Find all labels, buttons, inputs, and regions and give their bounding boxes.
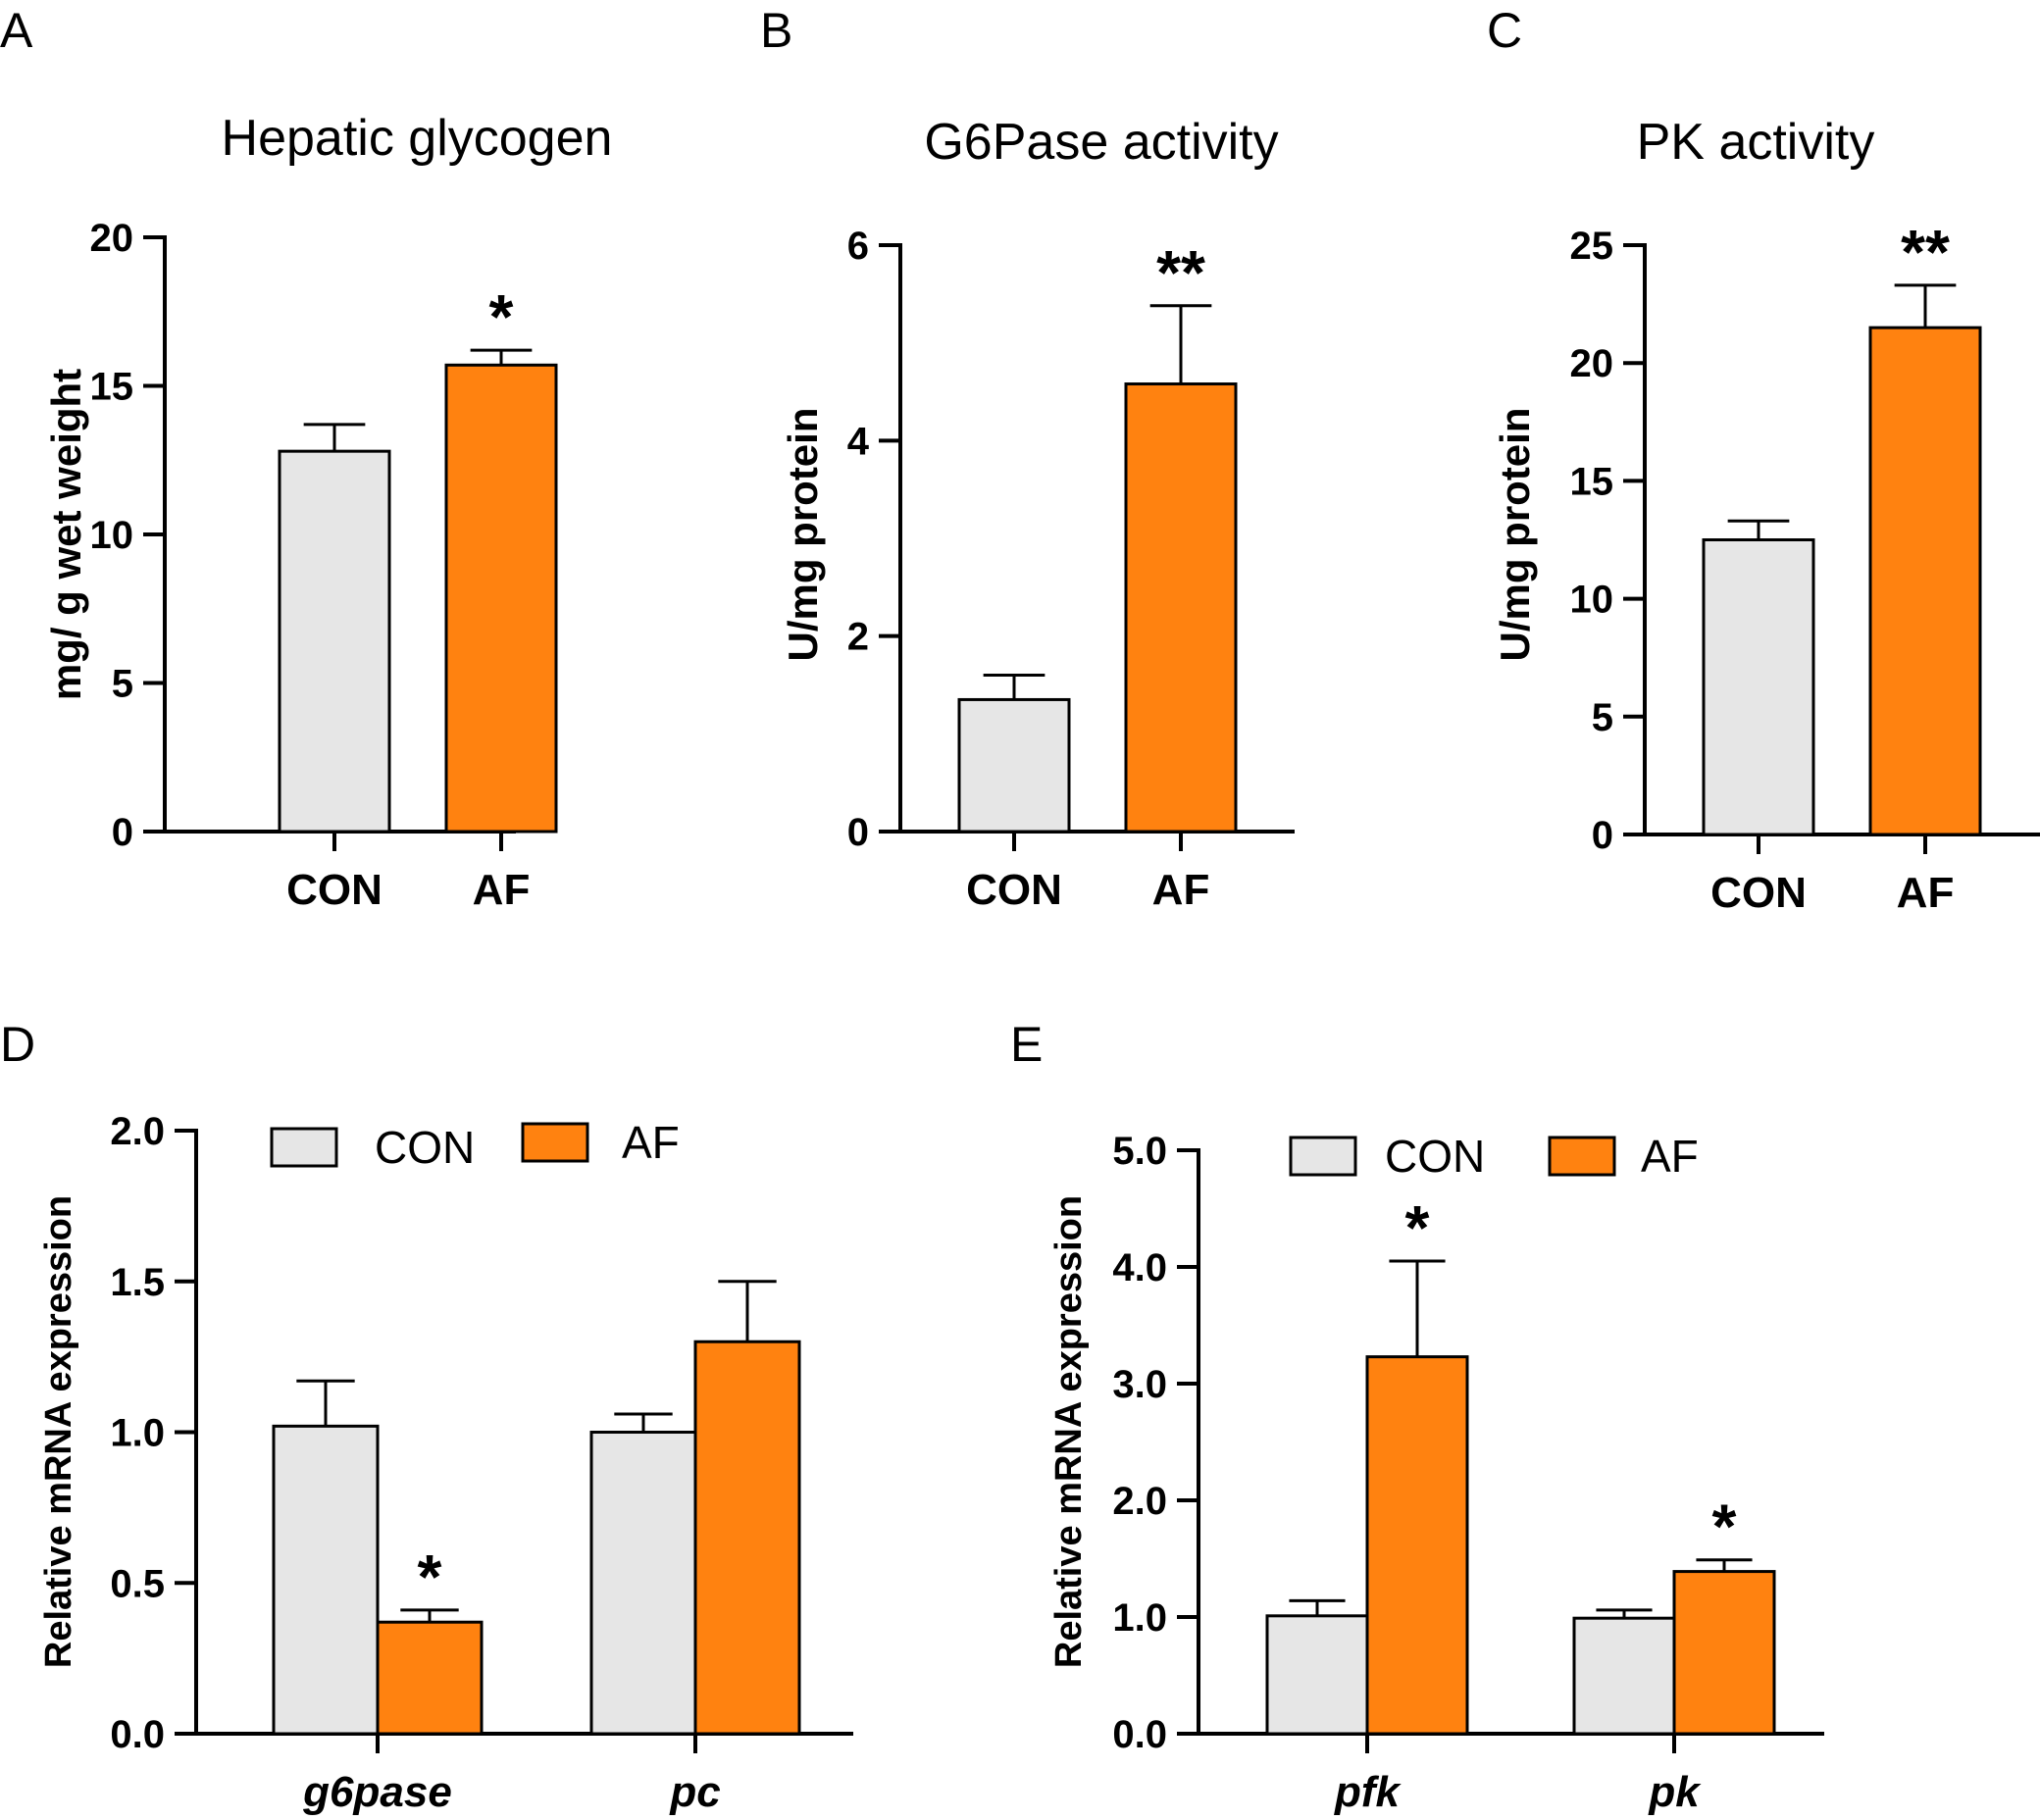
legend-swatch-con	[1289, 1136, 1357, 1177]
y-tick-label: 20	[1570, 342, 1614, 385]
y-tick-label: 15	[90, 366, 134, 409]
y-tick-label: 3.0	[1112, 1363, 1167, 1406]
y-tick-label: 0	[847, 811, 869, 854]
chart-title: PK activity	[1637, 114, 1875, 171]
y-tick-label: 0	[112, 811, 133, 854]
bar	[1124, 382, 1238, 834]
y-tick-label: 0.0	[110, 1713, 165, 1756]
y-tick-label: 10	[1570, 579, 1614, 622]
y-axis-label: U/mg protein	[1492, 408, 1538, 662]
significance-mark: *	[1405, 1192, 1430, 1263]
bar	[444, 363, 558, 834]
y-tick-label: 6	[847, 225, 869, 268]
bar	[1265, 1614, 1369, 1736]
y-tick-label: 5	[1592, 696, 1613, 739]
significance-mark: *	[1712, 1491, 1737, 1562]
y-tick-label: 0.5	[110, 1562, 165, 1605]
bar	[376, 1620, 484, 1736]
bar	[278, 449, 391, 834]
y-tick-label: 2	[847, 616, 869, 659]
x-category-label: AF	[1152, 866, 1210, 914]
bar	[1868, 326, 1982, 836]
y-tick-label: 10	[90, 514, 134, 557]
legend-swatch-con	[270, 1127, 338, 1168]
panel-b: B G6Pase activity U/mg protein 0 2 4 6 CON ** AF	[760, 3, 1295, 914]
bar	[272, 1424, 380, 1736]
x-category-label: pfk	[1334, 1768, 1402, 1816]
y-tick-label: 2.0	[1112, 1480, 1167, 1523]
panel-letter: B	[760, 3, 792, 58]
panel-letter: A	[0, 3, 33, 58]
bar	[1702, 538, 1815, 836]
panel-d: D Relative mRNA expression 0.0 0.5 1.0 1.5 2.0…	[0, 1017, 853, 1816]
panel-a: A Hepatic glycogen mg/ g wet weight 0 5 10 15 2…	[0, 3, 612, 914]
bar	[957, 697, 1071, 834]
x-category-label: CON	[286, 866, 382, 914]
legend-label-af: AF	[622, 1117, 680, 1168]
bar	[1672, 1570, 1776, 1736]
panel-e: E Relative mRNA expression 0.0 1.0 2.0 3.0 4.0…	[1010, 1017, 1824, 1816]
y-axis-label: Relative mRNA expression	[38, 1195, 79, 1668]
y-tick-label: 0.0	[1112, 1713, 1167, 1756]
legend-label-con: CON	[1385, 1131, 1485, 1182]
x-category-label: pc	[669, 1768, 720, 1816]
significance-mark: *	[418, 1542, 442, 1612]
legend-label-con: CON	[375, 1122, 475, 1173]
significance-mark: **	[1901, 217, 1950, 287]
y-tick-label: 15	[1570, 460, 1614, 503]
legend-swatch-af	[1548, 1136, 1616, 1177]
bar	[1365, 1355, 1469, 1736]
x-category-label: AF	[1897, 869, 1955, 917]
panel-letter: D	[0, 1017, 35, 1072]
y-axis-label: mg/ g wet weight	[43, 369, 89, 700]
x-category-label: CON	[1710, 869, 1807, 917]
y-tick-label: 20	[90, 217, 134, 260]
significance-mark: *	[489, 281, 514, 352]
y-tick-label: 25	[1570, 225, 1614, 268]
bar	[693, 1340, 801, 1736]
panel-letter: C	[1487, 3, 1522, 58]
y-tick-label: 1.5	[110, 1261, 165, 1304]
y-tick-label: 5	[112, 663, 133, 706]
significance-mark: **	[1156, 237, 1205, 308]
y-axis-label: U/mg protein	[780, 408, 826, 662]
panel-c: C PK activity U/mg protein 0 5 10 15 20 25 CON ** A…	[1487, 3, 2040, 917]
legend-swatch-af	[521, 1122, 589, 1163]
y-axis-label: Relative mRNA expression	[1048, 1195, 1090, 1668]
y-tick-label: 1.0	[110, 1412, 165, 1455]
y-tick-label: 4	[847, 420, 870, 463]
bar	[1572, 1616, 1676, 1736]
y-tick-label: 5.0	[1112, 1130, 1167, 1173]
x-category-label: pk	[1648, 1768, 1702, 1816]
y-tick-label: 1.0	[1112, 1596, 1167, 1640]
y-tick-label: 4.0	[1112, 1246, 1167, 1289]
legend-label-af: AF	[1641, 1131, 1699, 1182]
chart-title: Hepatic glycogen	[222, 110, 613, 167]
y-tick-label: 2.0	[110, 1110, 165, 1153]
chart-title: G6Pase activity	[924, 114, 1278, 171]
bar	[589, 1431, 697, 1736]
x-category-label: CON	[966, 866, 1062, 914]
x-category-label: AF	[473, 866, 531, 914]
panel-letter: E	[1010, 1017, 1043, 1072]
x-category-label: g6pase	[302, 1768, 452, 1816]
y-tick-label: 0	[1592, 814, 1613, 857]
